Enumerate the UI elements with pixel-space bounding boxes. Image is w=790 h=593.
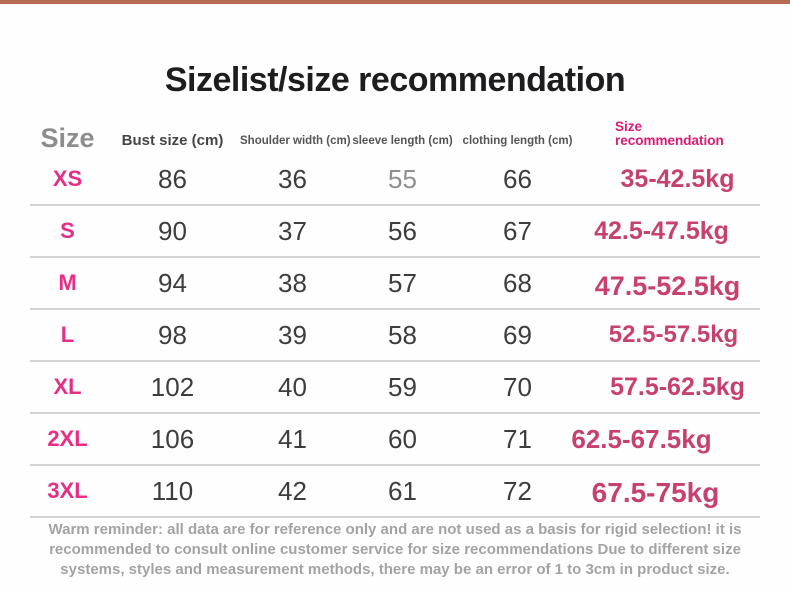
size-label: 3XL: [47, 478, 88, 503]
bust-value: 110: [151, 475, 194, 506]
clothing-value: 66: [503, 163, 532, 194]
shoulder-value: 38: [278, 267, 307, 298]
bust-value: 106: [150, 423, 195, 454]
sleeve-value: 58: [388, 319, 417, 350]
bust-value: 102: [150, 371, 195, 402]
recommendation-value: 67.5-75kg: [591, 477, 720, 508]
sleeve-value: 60: [388, 423, 417, 454]
column-header-shoulder: Shoulder width (cm): [240, 135, 351, 147]
table-row: M 94 38 57 68 47.5-52.5kg: [30, 258, 760, 310]
size-label: L: [60, 322, 75, 347]
shoulder-value: 40: [278, 371, 307, 402]
shoulder-value: 41: [278, 423, 307, 454]
page-title: Sizelist/size recommendation: [164, 61, 626, 99]
sleeve-value: 61: [388, 475, 417, 506]
recommendation-value: 47.5-52.5kg: [594, 270, 741, 301]
clothing-value: 67: [503, 215, 532, 246]
bust-value: 90: [158, 215, 187, 246]
shoulder-value: 37: [278, 215, 307, 246]
table-row: 2XL 106 41 60 71 62.5-67.5kg: [30, 414, 760, 466]
recommendation-value: 42.5-47.5kg: [594, 216, 729, 245]
recommendation-value: 57.5-62.5kg: [610, 372, 745, 401]
table-row: S 90 37 56 67 42.5-47.5kg: [30, 206, 760, 258]
size-label: M: [58, 270, 77, 295]
sleeve-value: 55: [388, 163, 417, 194]
column-header-clothing: clothing length (cm): [462, 135, 573, 147]
warm-reminder-text: Warm reminder: all data are for referenc…: [0, 520, 790, 580]
recommendation-value: 35-42.5kg: [620, 164, 735, 193]
clothing-value: 72: [503, 475, 532, 506]
size-label: 2XL: [47, 426, 88, 451]
recommendation-value: 52.5-57.5kg: [608, 321, 739, 348]
warm-reminder-line: Warm reminder: all data are for referenc…: [48, 521, 742, 538]
table-body: XS 86 36 55 66 35-42.5kg S 90 37 56 67 4…: [30, 154, 760, 518]
column-header-size: Size: [40, 123, 95, 153]
sleeve-value: 59: [388, 371, 417, 402]
clothing-value: 71: [503, 423, 532, 454]
shoulder-value: 36: [278, 163, 307, 194]
warm-reminder-line: systems, styles and measurement methods,…: [60, 561, 730, 578]
column-header-recommendation: Size recommendation: [615, 119, 724, 148]
recommendation-value: 62.5-67.5kg: [571, 423, 712, 454]
clothing-value: 69: [503, 319, 532, 350]
sleeve-value: 57: [388, 267, 417, 298]
top-accent-bar: [0, 0, 790, 4]
column-header-sleeve: sleeve length (cm): [352, 135, 453, 147]
size-label: S: [60, 218, 75, 243]
clothing-value: 68: [503, 267, 532, 298]
table-row: XL 102 40 59 70 57.5-62.5kg: [30, 362, 760, 414]
sleeve-value: 56: [388, 215, 417, 246]
table-row: L 98 39 58 69 52.5-57.5kg: [30, 310, 760, 362]
shoulder-value: 42: [278, 475, 307, 506]
table-row: 3XL 110 42 61 72 67.5-75kg: [30, 466, 760, 518]
size-table: Size Bust size (cm) Shoulder width (cm) …: [30, 108, 760, 518]
table-header-row: Size Bust size (cm) Shoulder width (cm) …: [30, 108, 760, 154]
clothing-value: 70: [503, 371, 532, 402]
size-label: XS: [52, 166, 83, 191]
size-label: XL: [53, 374, 82, 399]
column-header-bust: Bust size (cm): [121, 132, 224, 149]
warm-reminder-line: recommended to consult online customer s…: [49, 541, 741, 558]
bust-value: 94: [158, 267, 187, 298]
table-row: XS 86 36 55 66 35-42.5kg: [30, 154, 760, 206]
bust-value: 86: [158, 163, 187, 194]
shoulder-value: 39: [278, 319, 307, 350]
bust-value: 98: [158, 319, 187, 350]
